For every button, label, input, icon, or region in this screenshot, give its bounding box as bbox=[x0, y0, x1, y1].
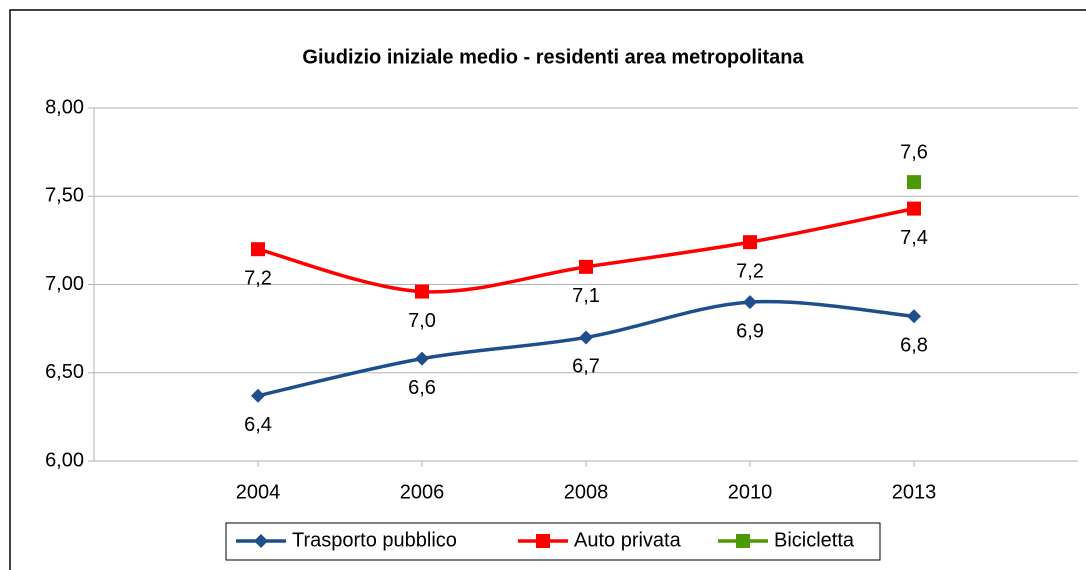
data-label: 7,2 bbox=[736, 260, 764, 282]
data-label: 7,0 bbox=[408, 310, 436, 332]
data-label: 6,8 bbox=[900, 335, 928, 357]
legend-marker bbox=[736, 534, 750, 548]
legend-marker bbox=[536, 534, 550, 548]
y-tick-label: 7,50 bbox=[45, 185, 84, 207]
legend-marker bbox=[254, 534, 268, 548]
y-tick-label: 6,50 bbox=[45, 361, 84, 383]
x-tick-label: 2006 bbox=[400, 481, 445, 503]
chart-title: Giudizio iniziale medio - residenti area… bbox=[302, 46, 804, 68]
chart-frame bbox=[9, 9, 1086, 570]
data-point bbox=[907, 201, 921, 216]
x-tick-label: 2013 bbox=[892, 481, 937, 503]
data-point bbox=[743, 295, 757, 310]
data-point bbox=[579, 330, 593, 345]
legend-label: Auto privata bbox=[574, 529, 682, 551]
data-point bbox=[743, 235, 757, 250]
x-tick-label: 2004 bbox=[236, 481, 281, 503]
data-point bbox=[579, 259, 593, 274]
data-label: 6,9 bbox=[736, 320, 764, 342]
data-label: 7,1 bbox=[572, 285, 600, 307]
data-point bbox=[907, 175, 921, 190]
data-label: 6,6 bbox=[408, 377, 436, 399]
data-label: 7,6 bbox=[900, 141, 928, 163]
y-tick-label: 8,00 bbox=[45, 96, 84, 118]
y-tick-label: 6,00 bbox=[45, 449, 84, 471]
x-tick-label: 2008 bbox=[564, 481, 609, 503]
data-label: 7,4 bbox=[900, 227, 928, 249]
data-label: 6,4 bbox=[244, 414, 272, 436]
data-point bbox=[415, 351, 429, 366]
data-label: 7,2 bbox=[244, 267, 272, 289]
y-tick-label: 7,00 bbox=[45, 273, 84, 295]
legend-label: Trasporto pubblico bbox=[292, 529, 457, 551]
data-point bbox=[907, 309, 921, 324]
x-tick-label: 2010 bbox=[728, 481, 773, 503]
data-point bbox=[415, 284, 429, 299]
data-point bbox=[251, 242, 265, 257]
data-label: 6,7 bbox=[572, 356, 600, 378]
legend-label: Bicicletta bbox=[774, 529, 855, 551]
data-point bbox=[251, 388, 265, 403]
